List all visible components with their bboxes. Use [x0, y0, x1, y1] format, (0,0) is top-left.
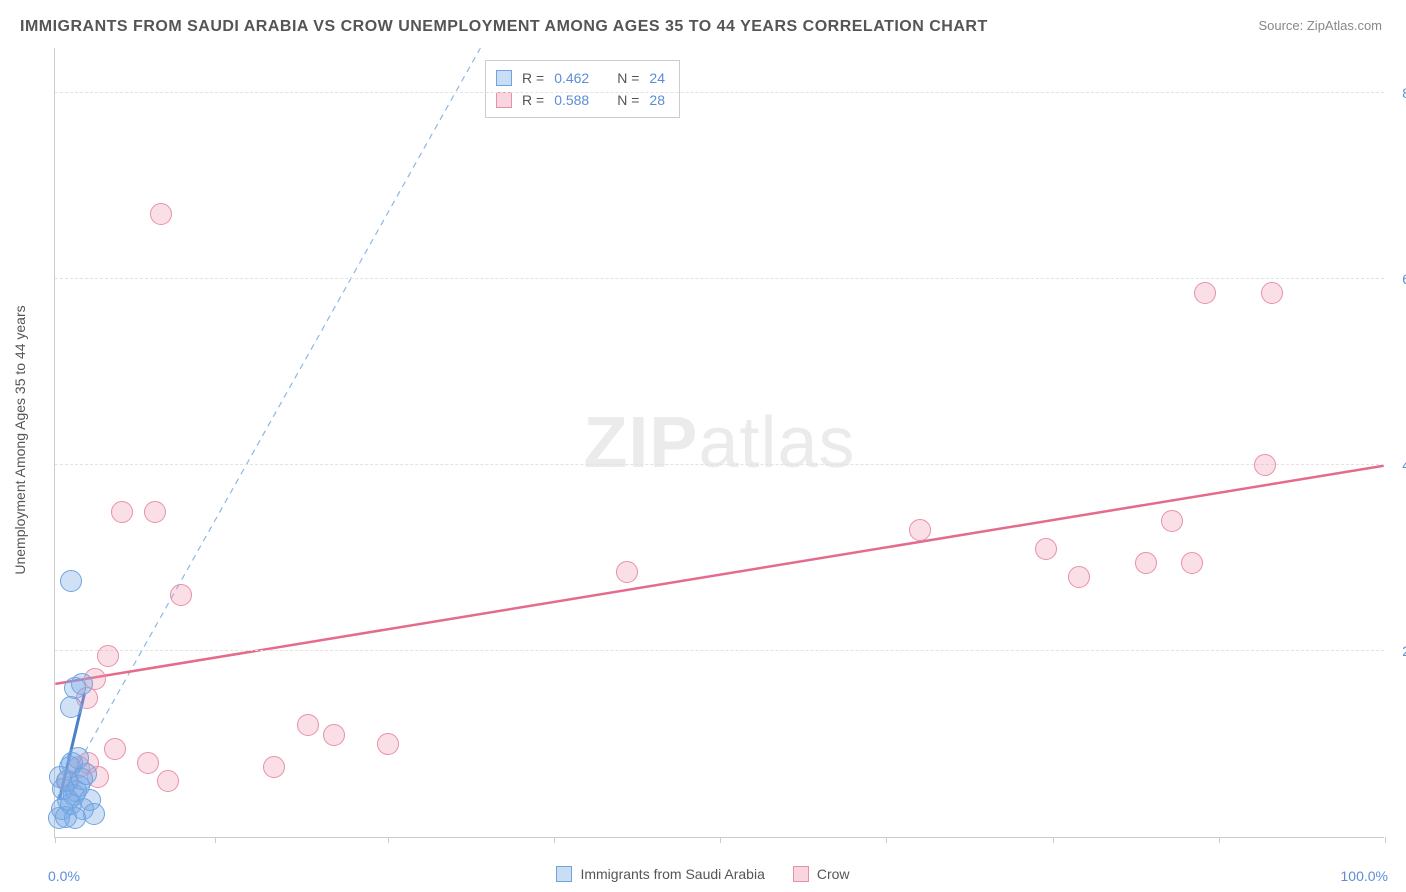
- scatter-point-blue: [67, 747, 89, 769]
- y-tick-label: 80.0%: [1402, 85, 1406, 101]
- legend-blue-n: 24: [649, 67, 665, 89]
- scatter-point-pink: [150, 203, 172, 225]
- scatter-point-pink: [1194, 282, 1216, 304]
- legend-bottom-item-blue: Immigrants from Saudi Arabia: [556, 866, 764, 882]
- trendlines-layer: [55, 48, 1384, 837]
- swatch-blue-icon: [496, 70, 512, 86]
- y-axis-label: Unemployment Among Ages 35 to 44 years: [12, 305, 28, 574]
- legend-r-label: R =: [522, 67, 544, 89]
- swatch-pink-icon: [496, 92, 512, 108]
- swatch-pink-icon: [793, 866, 809, 882]
- y-tick-label: 20.0%: [1402, 643, 1406, 659]
- swatch-blue-icon: [556, 866, 572, 882]
- scatter-point-pink: [157, 770, 179, 792]
- x-tick: [886, 837, 887, 843]
- trendline: [58, 48, 480, 800]
- scatter-point-blue: [49, 766, 71, 788]
- scatter-point-pink: [1261, 282, 1283, 304]
- legend-pink-label: Crow: [817, 866, 850, 882]
- scatter-point-pink: [111, 501, 133, 523]
- gridline: [55, 650, 1384, 651]
- legend-n-label: N =: [617, 67, 639, 89]
- scatter-point-blue: [83, 803, 105, 825]
- x-tick: [55, 837, 56, 843]
- scatter-point-pink: [1254, 454, 1276, 476]
- x-tick: [215, 837, 216, 843]
- scatter-point-blue: [64, 677, 86, 699]
- scatter-point-blue: [60, 696, 82, 718]
- watermark: ZIPatlas: [583, 402, 855, 484]
- legend-bottom: Immigrants from Saudi Arabia Crow: [0, 866, 1406, 882]
- x-tick: [1053, 837, 1054, 843]
- gridline: [55, 464, 1384, 465]
- legend-blue-label: Immigrants from Saudi Arabia: [580, 866, 764, 882]
- scatter-point-pink: [104, 738, 126, 760]
- chart-source: Source: ZipAtlas.com: [1258, 18, 1382, 33]
- x-tick: [1385, 837, 1386, 843]
- scatter-point-pink: [1135, 552, 1157, 574]
- x-tick: [554, 837, 555, 843]
- x-tick: [1219, 837, 1220, 843]
- scatter-point-pink: [263, 756, 285, 778]
- scatter-point-pink: [170, 584, 192, 606]
- scatter-point-pink: [297, 714, 319, 736]
- scatter-point-blue: [64, 807, 86, 829]
- chart-title: IMMIGRANTS FROM SAUDI ARABIA VS CROW UNE…: [20, 18, 988, 36]
- scatter-point-pink: [1068, 566, 1090, 588]
- y-tick-label: 40.0%: [1402, 457, 1406, 473]
- gridline: [55, 278, 1384, 279]
- plot-area: ZIPatlas R = 0.462 N = 24 R = 0.588 N = …: [54, 48, 1384, 838]
- chart-container: IMMIGRANTS FROM SAUDI ARABIA VS CROW UNE…: [0, 0, 1406, 892]
- x-tick: [720, 837, 721, 843]
- scatter-point-pink: [137, 752, 159, 774]
- scatter-point-pink: [909, 519, 931, 541]
- legend-stats-row-blue: R = 0.462 N = 24: [496, 67, 665, 89]
- scatter-point-pink: [1181, 552, 1203, 574]
- gridline: [55, 92, 1384, 93]
- watermark-bold: ZIP: [583, 403, 698, 483]
- scatter-point-pink: [144, 501, 166, 523]
- legend-stats-box: R = 0.462 N = 24 R = 0.588 N = 28: [485, 60, 680, 118]
- scatter-point-pink: [1035, 538, 1057, 560]
- legend-blue-r: 0.462: [554, 67, 589, 89]
- scatter-point-pink: [1161, 510, 1183, 532]
- scatter-point-pink: [97, 645, 119, 667]
- scatter-point-pink: [377, 733, 399, 755]
- watermark-light: atlas: [698, 403, 855, 483]
- scatter-point-pink: [323, 724, 345, 746]
- scatter-point-pink: [616, 561, 638, 583]
- x-tick: [388, 837, 389, 843]
- scatter-point-blue: [60, 570, 82, 592]
- legend-bottom-item-pink: Crow: [793, 866, 850, 882]
- y-tick-label: 60.0%: [1402, 271, 1406, 287]
